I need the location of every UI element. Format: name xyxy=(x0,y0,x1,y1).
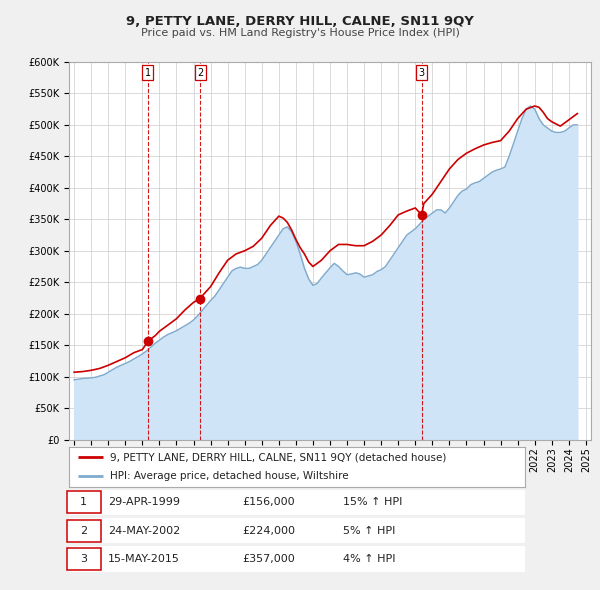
Text: 3: 3 xyxy=(80,554,88,564)
Text: 4% ↑ HPI: 4% ↑ HPI xyxy=(343,554,395,564)
Text: 2: 2 xyxy=(80,526,88,536)
Text: 9, PETTY LANE, DERRY HILL, CALNE, SN11 9QY: 9, PETTY LANE, DERRY HILL, CALNE, SN11 9… xyxy=(126,15,474,28)
Text: 24-MAY-2002: 24-MAY-2002 xyxy=(108,526,180,536)
FancyBboxPatch shape xyxy=(67,520,101,542)
Text: 2: 2 xyxy=(197,68,203,78)
Text: Price paid vs. HM Land Registry's House Price Index (HPI): Price paid vs. HM Land Registry's House … xyxy=(140,28,460,38)
Text: £357,000: £357,000 xyxy=(242,554,295,564)
Text: 5% ↑ HPI: 5% ↑ HPI xyxy=(343,526,395,536)
Text: 29-APR-1999: 29-APR-1999 xyxy=(108,497,180,507)
Text: 1: 1 xyxy=(80,497,88,507)
Text: 9, PETTY LANE, DERRY HILL, CALNE, SN11 9QY (detached house): 9, PETTY LANE, DERRY HILL, CALNE, SN11 9… xyxy=(110,453,446,463)
Text: HPI: Average price, detached house, Wiltshire: HPI: Average price, detached house, Wilt… xyxy=(110,471,349,481)
Text: 15-MAY-2015: 15-MAY-2015 xyxy=(108,554,179,564)
Text: £224,000: £224,000 xyxy=(242,526,295,536)
FancyBboxPatch shape xyxy=(67,548,101,570)
Text: 3: 3 xyxy=(419,68,425,78)
Text: 15% ↑ HPI: 15% ↑ HPI xyxy=(343,497,402,507)
Text: £156,000: £156,000 xyxy=(242,497,295,507)
Text: 1: 1 xyxy=(145,68,151,78)
FancyBboxPatch shape xyxy=(67,491,101,513)
